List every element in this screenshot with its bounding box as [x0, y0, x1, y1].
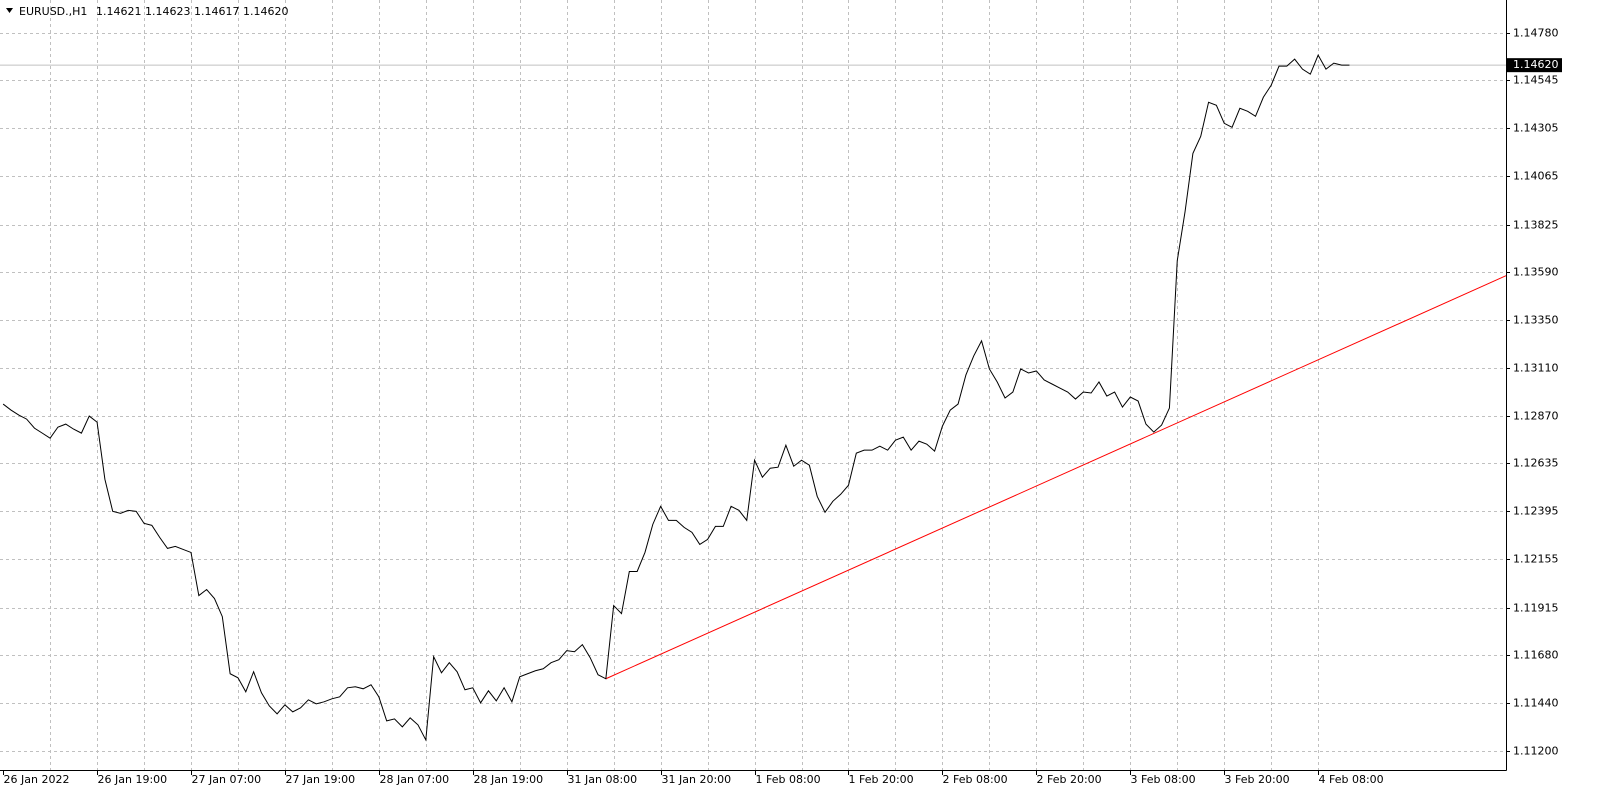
y-tick-label: 1.12870 — [1513, 410, 1559, 423]
price-line-series — [2, 53, 1350, 742]
y-tick-label: 1.11440 — [1513, 697, 1559, 710]
y-tick-label: 1.12395 — [1513, 505, 1559, 518]
trendline — [605, 275, 1507, 680]
menu-arrow[interactable] — [6, 8, 13, 13]
x-tick-label: 26 Jan 19:00 — [98, 773, 168, 786]
y-tick-label: 1.11200 — [1513, 745, 1559, 758]
y-tick-label: 1.11915 — [1513, 602, 1559, 615]
x-tick-label: 3 Feb 08:00 — [1131, 773, 1196, 786]
symbol: EURUSD.,H1 — [19, 5, 87, 18]
x-tick-label: 1 Feb 20:00 — [849, 773, 914, 786]
x-tick-label: 26 Jan 2022 — [4, 773, 70, 786]
y-tick-label: 1.14545 — [1513, 74, 1559, 87]
price-label: 1.14620 — [1513, 58, 1559, 71]
grid — [0, 0, 1506, 770]
x-tick-label: 4 Feb 08:00 — [1319, 773, 1384, 786]
x-tick-label: 27 Jan 07:00 — [192, 773, 262, 786]
x-tick-label: 28 Jan 07:00 — [380, 773, 450, 786]
x-tick-label: 31 Jan 20:00 — [662, 773, 732, 786]
price-label-box — [1507, 58, 1562, 73]
x-tick-label: 2 Feb 08:00 — [943, 773, 1008, 786]
low: 1.14617 — [194, 5, 240, 18]
high: 1.14623 — [145, 5, 191, 18]
y-tick-label: 1.13350 — [1513, 314, 1559, 327]
y-tick-label: 1.12155 — [1513, 553, 1559, 566]
y-tick-label: 1.14780 — [1513, 27, 1559, 40]
open: 1.14621 — [96, 5, 142, 18]
y-tick-label: 1.11680 — [1513, 649, 1559, 662]
x-tick-label: 31 Jan 08:00 — [568, 773, 638, 786]
close: 1.14620 — [243, 5, 289, 18]
y-tick-label: 1.14065 — [1513, 170, 1559, 183]
x-tick-label: 1 Feb 08:00 — [756, 773, 821, 786]
y-tick-label: 1.14305 — [1513, 122, 1559, 135]
y-tick-label: 1.13110 — [1513, 362, 1559, 375]
y-tick-label: 1.12635 — [1513, 457, 1559, 470]
y-tick-label: 1.13590 — [1513, 266, 1559, 279]
x-tick-label: 2 Feb 20:00 — [1037, 773, 1102, 786]
x-tick-label: 3 Feb 20:00 — [1225, 773, 1290, 786]
x-tick-label: 27 Jan 19:00 — [286, 773, 356, 786]
y-tick-label: 1.13825 — [1513, 219, 1559, 232]
x-tick-label: 28 Jan 19:00 — [474, 773, 544, 786]
